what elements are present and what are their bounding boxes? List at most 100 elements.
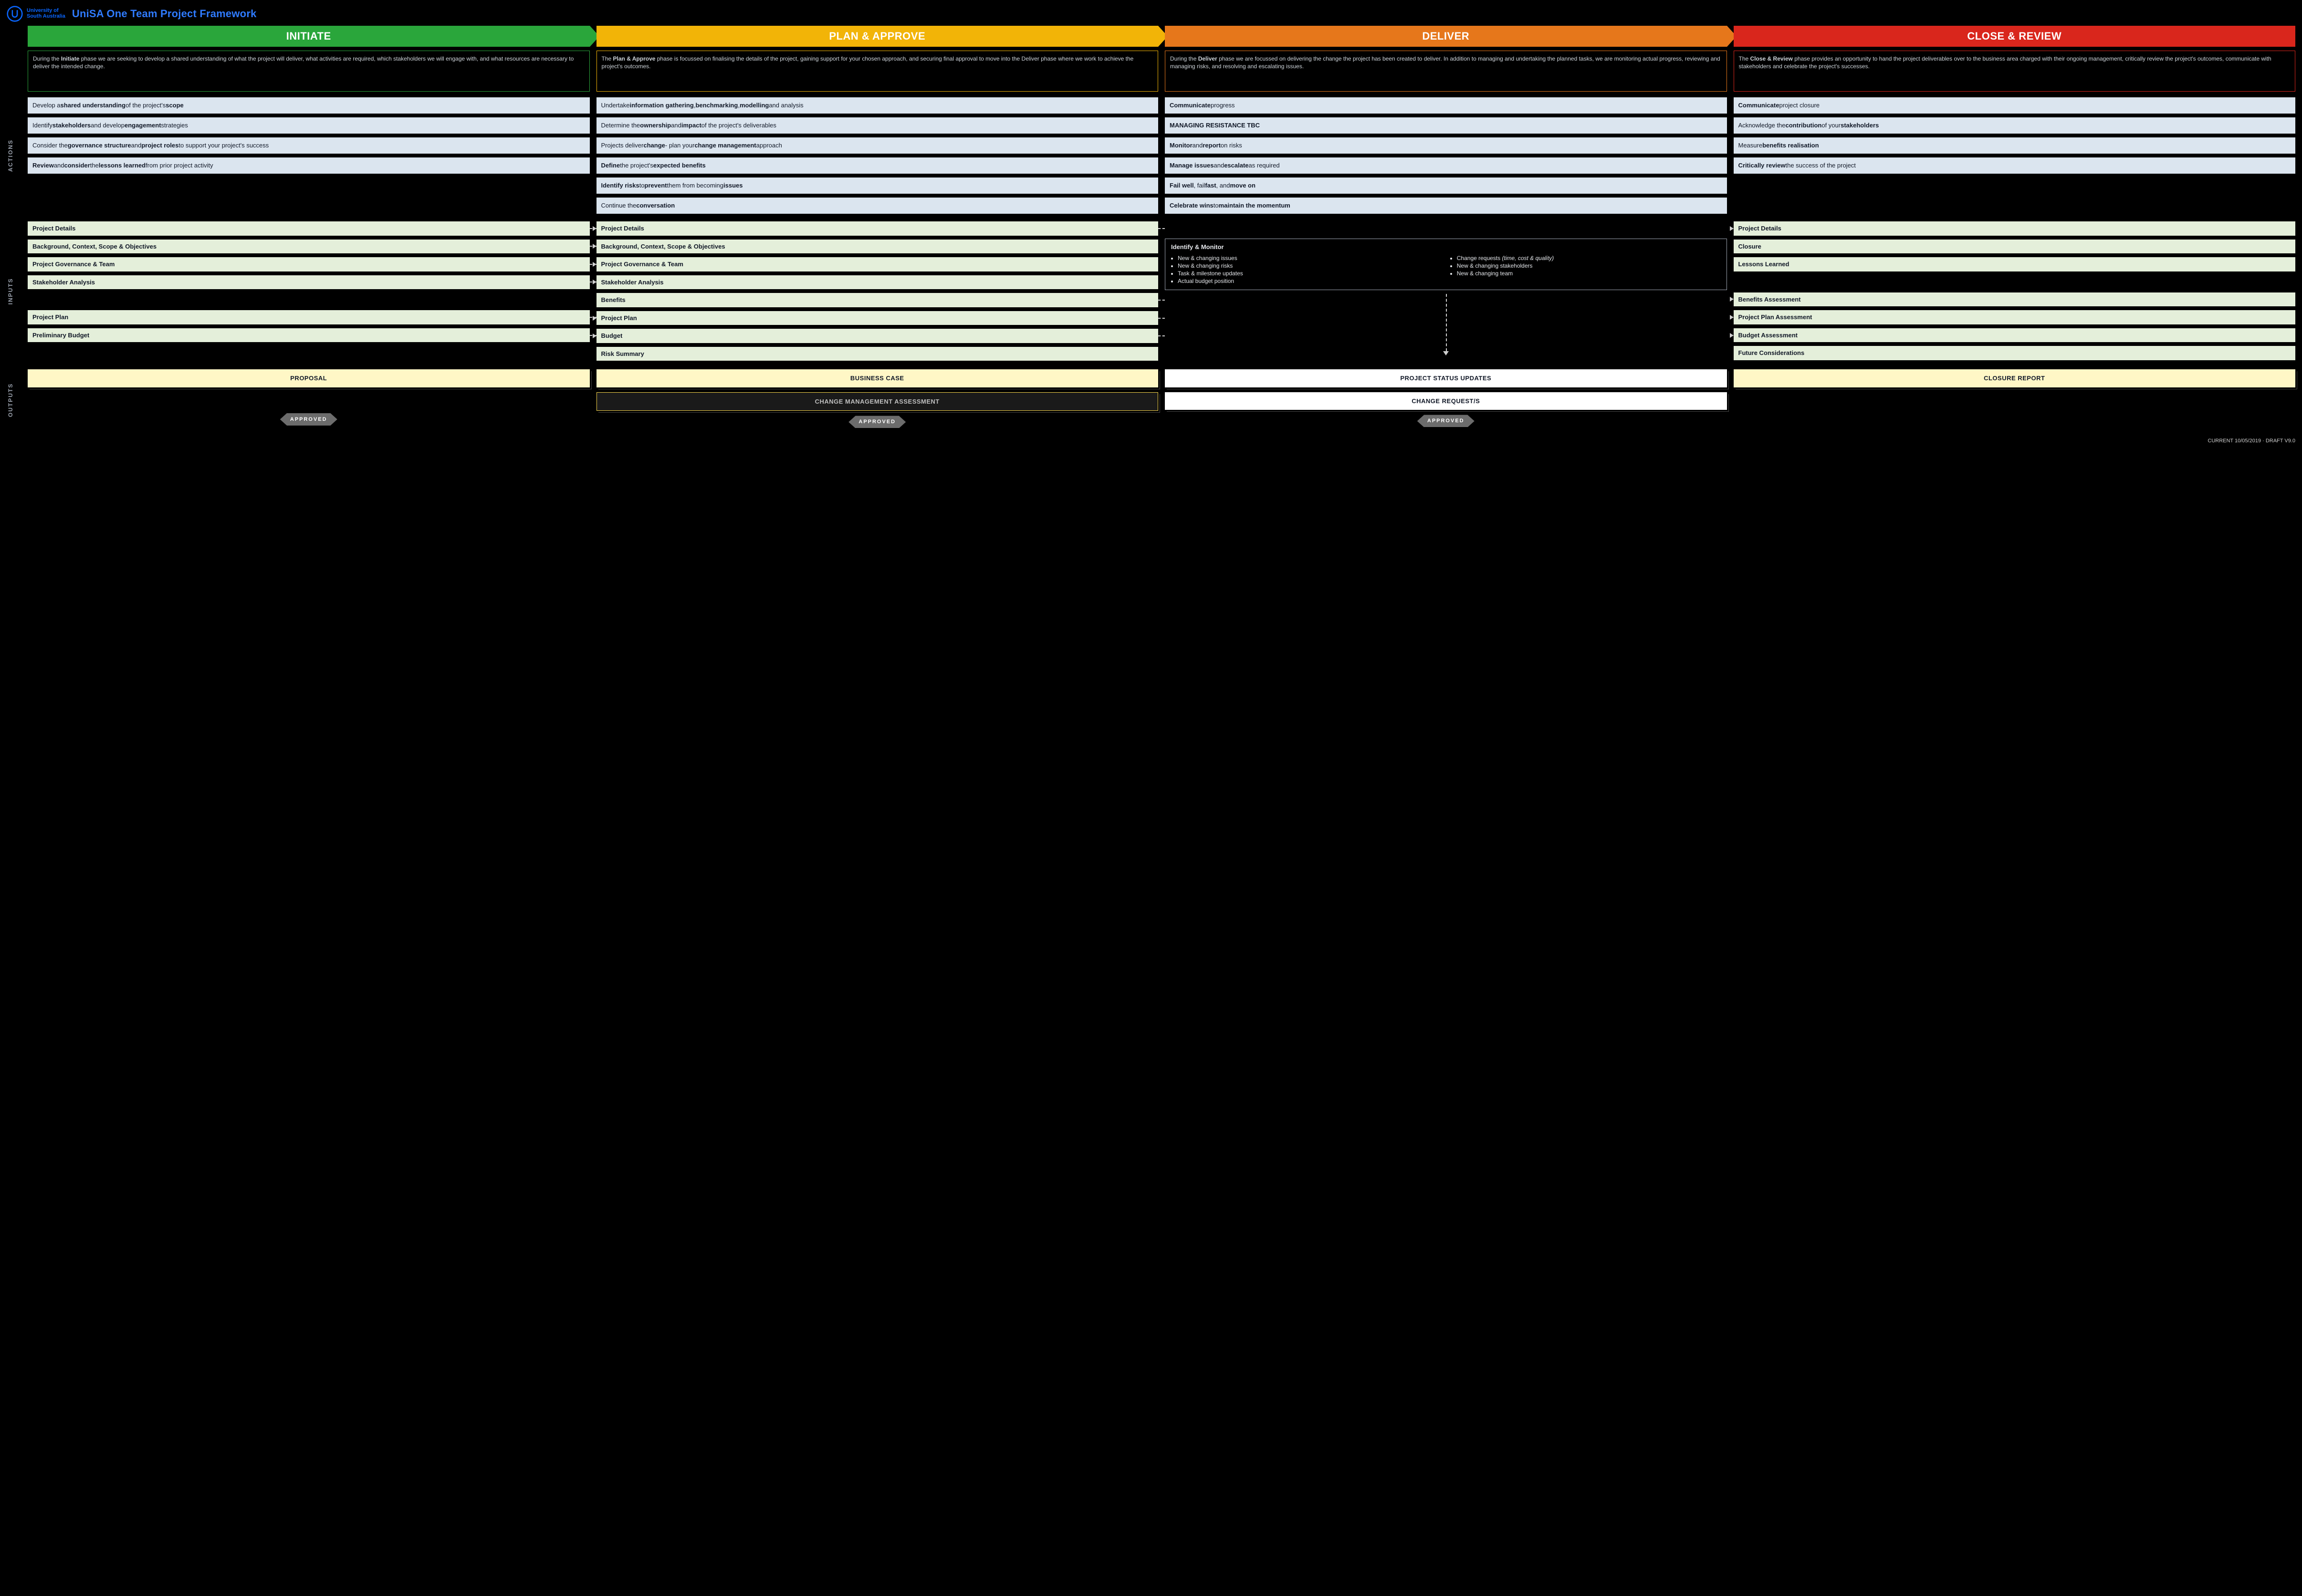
inputs-initiate: Project Details Background, Context, Sco… — [28, 221, 590, 361]
input-item: Project Details — [596, 221, 1159, 236]
input-item: Benefits — [596, 293, 1159, 307]
li-item: New & changing stakeholders — [1457, 262, 1721, 270]
phase-deliver: DELIVER — [1165, 26, 1727, 47]
footer-version: CURRENT 10/05/2019 · DRAFT V9.0 — [7, 438, 2295, 445]
approved-deliver: APPROVED — [1417, 415, 1475, 427]
action-item: Determine the ownership and impact of th… — [596, 117, 1159, 134]
input-item: Project Plan Assessment — [1734, 310, 2296, 324]
input-item: Project Governance & Team — [596, 257, 1159, 271]
input-item: Benefits Assessment — [1734, 292, 2296, 307]
input-item: Future Considerations — [1734, 346, 2296, 360]
side-label-outputs: OUTPUTS — [7, 367, 21, 433]
action-item: Identify risks to prevent them from beco… — [596, 177, 1159, 194]
actions-initiate: Develop a shared understanding of the pr… — [28, 97, 590, 214]
li-item: New & changing team — [1457, 270, 1721, 277]
li-item: Actual budget position — [1178, 277, 1442, 285]
input-item: Budget Assessment — [1734, 328, 2296, 343]
inputs-section: INPUTS Project Details Background, Conte… — [7, 221, 2295, 361]
input-item: Lessons Learned — [1734, 257, 2296, 271]
input-item: Closure — [1734, 240, 2296, 254]
monitor-right: Change requests (time, cost & quality)Ne… — [1450, 254, 1721, 278]
action-item: Critically review the success of the pro… — [1734, 157, 2296, 174]
input-item: Stakeholder Analysis — [596, 275, 1159, 290]
outputs-deliver: PROJECT STATUS UPDATES CHANGE REQUEST/S … — [1165, 369, 1727, 433]
li-item: New & changing issues — [1178, 254, 1442, 262]
input-item: Project Plan — [28, 310, 590, 324]
output-status-updates: PROJECT STATUS UPDATES — [1165, 369, 1727, 387]
output-business-case: BUSINESS CASE — [596, 369, 1159, 387]
phase-desc-plan: The Plan & Approve phase is focussed on … — [596, 51, 1159, 92]
output-proposal: PROPOSAL — [28, 369, 590, 387]
phase-close: CLOSE & REVIEW — [1734, 26, 2296, 47]
phase-initiate: INITIATE — [28, 26, 590, 47]
action-item: Communicate progress — [1165, 97, 1727, 114]
input-item: Project Details — [28, 221, 590, 236]
action-item: Develop a shared understanding of the pr… — [28, 97, 590, 114]
action-item: Review and consider the lessons learned … — [28, 157, 590, 174]
input-item: Budget — [596, 329, 1159, 343]
input-item: Preliminary Budget — [28, 328, 590, 343]
output-change-requests: CHANGE REQUEST/S — [1165, 392, 1727, 410]
phase-row: INITIATE PLAN & APPROVE DELIVER CLOSE & … — [7, 26, 2295, 49]
actions-plan: Undertake information gathering, benchma… — [596, 97, 1159, 214]
unisa-logo-icon — [7, 6, 23, 22]
action-item: Define the project's expected benefits — [596, 157, 1159, 174]
input-gap — [28, 293, 590, 306]
output-closure-report: CLOSURE REPORT — [1734, 369, 2296, 387]
actions-deliver: Communicate progress MANAGING RESISTANCE … — [1165, 97, 1727, 214]
unisa-logo: University of South Australia — [7, 6, 65, 22]
header: University of South Australia UniSA One … — [7, 6, 2295, 22]
page-title: UniSA One Team Project Framework — [72, 7, 257, 21]
action-item: Identify stakeholders and develop engage… — [28, 117, 590, 134]
down-arrow-icon — [1443, 351, 1449, 355]
action-item: Manage issues and escalate as required — [1165, 157, 1727, 174]
approved-initiate: APPROVED — [280, 413, 337, 426]
side-label-inputs: INPUTS — [7, 221, 21, 361]
li-item: Change requests (time, cost & quality) — [1457, 254, 1721, 262]
input-item: Background, Context, Scope & Objectives — [28, 240, 590, 254]
input-gap — [28, 346, 590, 359]
input-gap — [1734, 275, 2296, 289]
action-item: Continue the conversation — [596, 198, 1159, 214]
phase-desc-row: During the Initiate phase we are seeking… — [7, 51, 2295, 92]
actions-section: ACTIONS Develop a shared understanding o… — [7, 97, 2295, 214]
action-item: Acknowledge the contribution of your sta… — [1734, 117, 2296, 134]
action-item: MANAGING RESISTANCE TBC — [1165, 117, 1727, 134]
li-item: Task & milestone updates — [1178, 270, 1442, 277]
input-item: Background, Context, Scope & Objectives — [596, 240, 1159, 254]
action-item: Fail well, fail fast, and move on — [1165, 177, 1727, 194]
output-change-mgmt: CHANGE MANAGEMENT ASSESSMENT — [596, 392, 1159, 411]
outputs-initiate: PROPOSAL APPROVED — [28, 369, 590, 433]
monitor-title: Identify & Monitor — [1171, 243, 1721, 251]
input-gap — [1165, 221, 1727, 235]
actions-close: Communicate project closure Acknowledge t… — [1734, 97, 2296, 214]
action-item: Measure benefits realisation — [1734, 137, 2296, 154]
outputs-plan: BUSINESS CASE CHANGE MANAGEMENT ASSESSME… — [596, 369, 1159, 433]
org-line2: South Australia — [27, 14, 65, 20]
approved-plan: APPROVED — [848, 416, 906, 428]
phase-desc-close: The Close & Review phase provides an opp… — [1734, 51, 2296, 92]
input-item: Project Details — [1734, 221, 2296, 236]
inputs-plan: Project Details Background, Context, Sco… — [596, 221, 1159, 361]
phase-desc-initiate: During the Initiate phase we are seeking… — [28, 51, 590, 92]
action-item: Undertake information gathering, benchma… — [596, 97, 1159, 114]
outputs-section: OUTPUTS PROPOSAL APPROVED BUSINESS CASE … — [7, 367, 2295, 433]
action-item: Celebrate wins to maintain the momentum — [1165, 198, 1727, 214]
input-item: Project Governance & Team — [28, 257, 590, 271]
outputs-close: CLOSURE REPORT — [1734, 369, 2296, 433]
side-label-actions: ACTIONS — [7, 97, 21, 214]
phase-plan: PLAN & APPROVE — [596, 26, 1159, 47]
action-item: Consider the governance structure and pr… — [28, 137, 590, 154]
action-item: Communicate project closure — [1734, 97, 2296, 114]
monitor-box: Identify & Monitor New & changing issues… — [1165, 239, 1727, 290]
li-item: New & changing risks — [1178, 262, 1442, 270]
input-item: Risk Summary — [596, 347, 1159, 361]
input-item: Stakeholder Analysis — [28, 275, 590, 290]
inputs-close: Project Details Closure Lessons Learned … — [1734, 221, 2296, 361]
monitor-left: New & changing issuesNew & changing risk… — [1171, 254, 1442, 285]
phase-desc-deliver: During the Deliver phase we are focussed… — [1165, 51, 1727, 92]
input-item: Project Plan — [596, 311, 1159, 325]
org-name: University of South Australia — [27, 8, 65, 19]
action-item: Projects deliver change - plan your chan… — [596, 137, 1159, 154]
deliver-downflow — [1165, 294, 1727, 361]
